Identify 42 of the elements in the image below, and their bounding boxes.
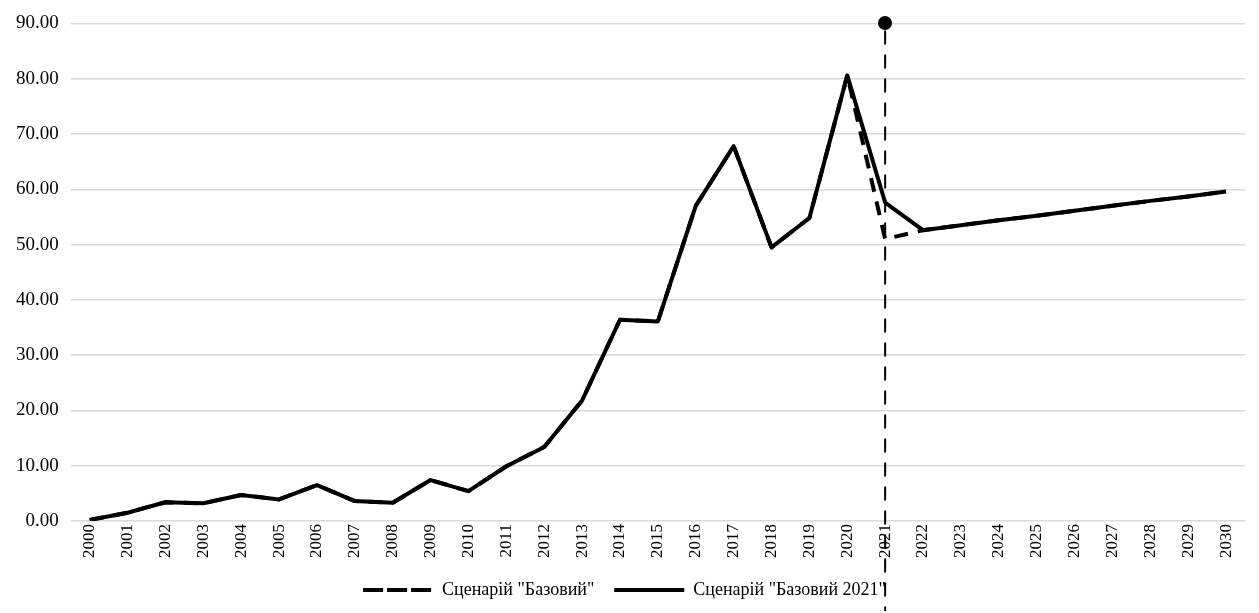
y-tick-label: 0.00 [25, 508, 59, 530]
x-tick-label: 2018 [760, 524, 780, 558]
x-tick-label: 2010 [457, 524, 477, 558]
x-tick-label: 2026 [1064, 524, 1084, 558]
x-tick-label: 2030 [1215, 524, 1235, 558]
x-tick-label: 2004 [230, 523, 250, 558]
x-tick-label: 2022 [912, 524, 932, 558]
x-tick-label: 2003 [192, 524, 212, 558]
x-tick-label: 2009 [420, 524, 440, 558]
x-tick-label: 2023 [950, 524, 970, 558]
x-tick-label: 2011 [495, 524, 515, 558]
x-tick-label: 2002 [154, 524, 174, 558]
x-tick-label: 2027 [1101, 523, 1121, 558]
x-tick-label: 2024 [988, 523, 1008, 558]
x-tick-label: 2001 [117, 524, 137, 558]
x-tick-label: 2000 [79, 524, 99, 558]
y-tick-label: 90.00 [16, 11, 59, 33]
y-tick-label: 10.00 [16, 453, 59, 475]
x-tick-label: 2017 [723, 523, 743, 558]
x-tick-label: 2007 [344, 523, 364, 558]
y-tick-label: 20.00 [16, 398, 59, 420]
x-tick-label: 2012 [533, 524, 553, 558]
x-tick-label: 2014 [609, 523, 629, 558]
x-tick-label: 2028 [1139, 524, 1159, 558]
legend-label: Сценарій "Базовий" [442, 578, 595, 599]
y-tick-label: 30.00 [16, 343, 59, 365]
x-tick-label: 2005 [268, 524, 288, 558]
x-tick-label: 2006 [306, 524, 326, 558]
y-tick-label: 60.00 [16, 177, 59, 199]
x-tick-label: 2008 [382, 524, 402, 558]
y-tick-label: 50.00 [16, 232, 59, 254]
x-tick-label: 2019 [798, 524, 818, 558]
y-tick-label: 80.00 [16, 66, 59, 88]
x-tick-label: 2021 [874, 524, 894, 558]
x-tick-label: 2025 [1026, 524, 1046, 558]
x-tick-label: 2020 [836, 524, 856, 558]
x-tick-label: 2029 [1177, 524, 1197, 558]
x-tick-label: 2015 [647, 524, 667, 558]
x-tick-label: 2013 [571, 524, 591, 558]
y-tick-label: 70.00 [16, 121, 59, 143]
y-tick-label: 40.00 [16, 287, 59, 309]
x-tick-label: 2016 [685, 524, 705, 558]
